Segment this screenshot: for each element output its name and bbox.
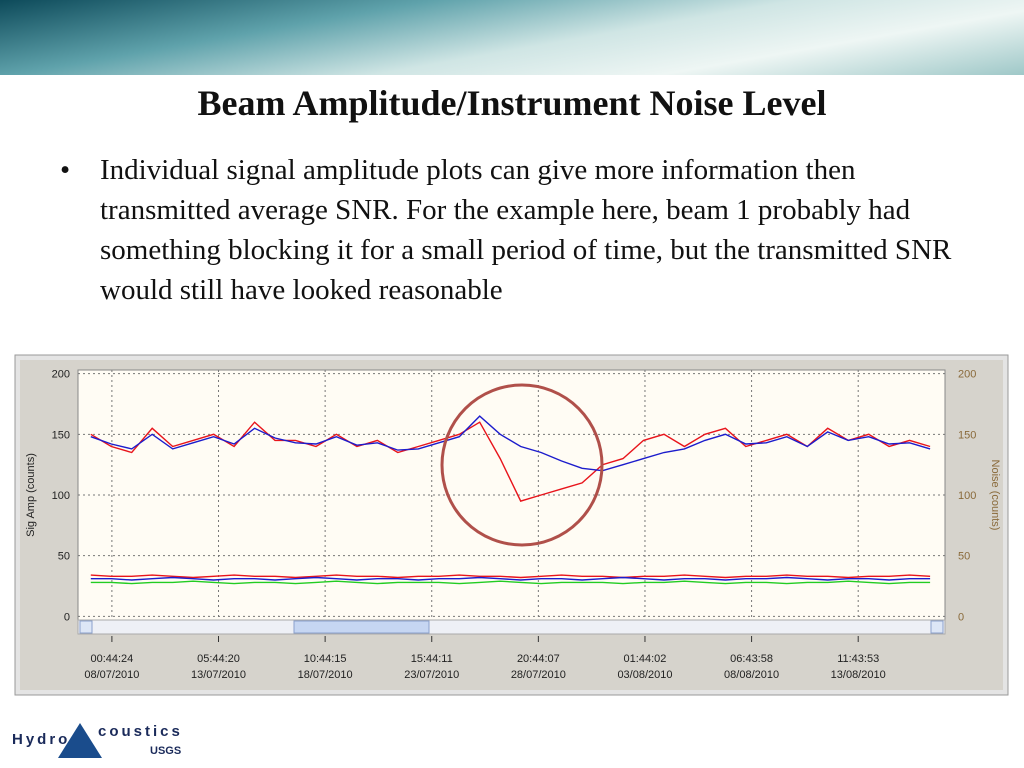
y-tick-label: 0: [64, 611, 70, 623]
x-tick-label: 06:43:58: [730, 653, 773, 665]
scroll-left[interactable]: [79, 620, 93, 634]
series-line: [90, 415, 931, 472]
y2-tick-label: 150: [958, 429, 976, 441]
x-tick-label: 01:44:02: [624, 653, 667, 665]
x-tick-label: 08/07/2010: [84, 669, 139, 681]
logo-sub: USGS: [150, 745, 181, 757]
scrollbar[interactable]: [77, 619, 946, 635]
logo: Hydro coustics USGS: [12, 723, 183, 758]
slide-title: Beam Amplitude/Instrument Noise Level: [197, 83, 827, 123]
x-tick-label: 08/08/2010: [724, 669, 779, 681]
y-tick-label: 150: [52, 429, 70, 441]
y-tick-label: 50: [58, 551, 70, 563]
scroll-thumb[interactable]: [293, 620, 430, 634]
y2-tick-label: 50: [958, 551, 970, 563]
series-line: [90, 576, 931, 581]
y-tick-label: 100: [52, 490, 70, 502]
x-tick-label: 23/07/2010: [404, 669, 459, 681]
x-tick-label: 10:44:15: [304, 653, 347, 665]
x-tick-label: 18/07/2010: [298, 669, 353, 681]
logo-right: coustics: [98, 723, 183, 740]
logo-mark: [58, 723, 102, 758]
y-axis-title: Sig Amp (counts): [25, 453, 37, 537]
logo-left: Hydro: [12, 731, 70, 748]
y2-tick-label: 100: [958, 490, 976, 502]
series-line: [90, 574, 931, 579]
y2-tick-label: 200: [958, 369, 976, 381]
x-tick-label: 03/08/2010: [617, 669, 672, 681]
y2-tick-label: 0: [958, 611, 964, 623]
x-tick-label: 28/07/2010: [511, 669, 566, 681]
y-tick-label: 200: [52, 369, 70, 381]
scroll-right[interactable]: [930, 620, 944, 634]
bullet: Individual signal amplitude plots can gi…: [60, 150, 960, 310]
series-line: [90, 580, 931, 585]
highlight-circle: [440, 383, 604, 547]
x-tick-label: 20:44:07: [517, 653, 560, 665]
series-line: [90, 421, 931, 502]
x-tick-label: 00:44:24: [90, 653, 133, 665]
header-band: [0, 0, 1024, 75]
y2-axis-title: Noise (counts): [989, 460, 1001, 531]
x-tick-label: 11:43:53: [837, 653, 879, 665]
x-tick-label: 13/07/2010: [191, 669, 246, 681]
x-tick-label: 15:44:11: [411, 653, 453, 665]
x-tick-label: 13/08/2010: [831, 669, 886, 681]
x-tick-label: 05:44:20: [197, 653, 240, 665]
